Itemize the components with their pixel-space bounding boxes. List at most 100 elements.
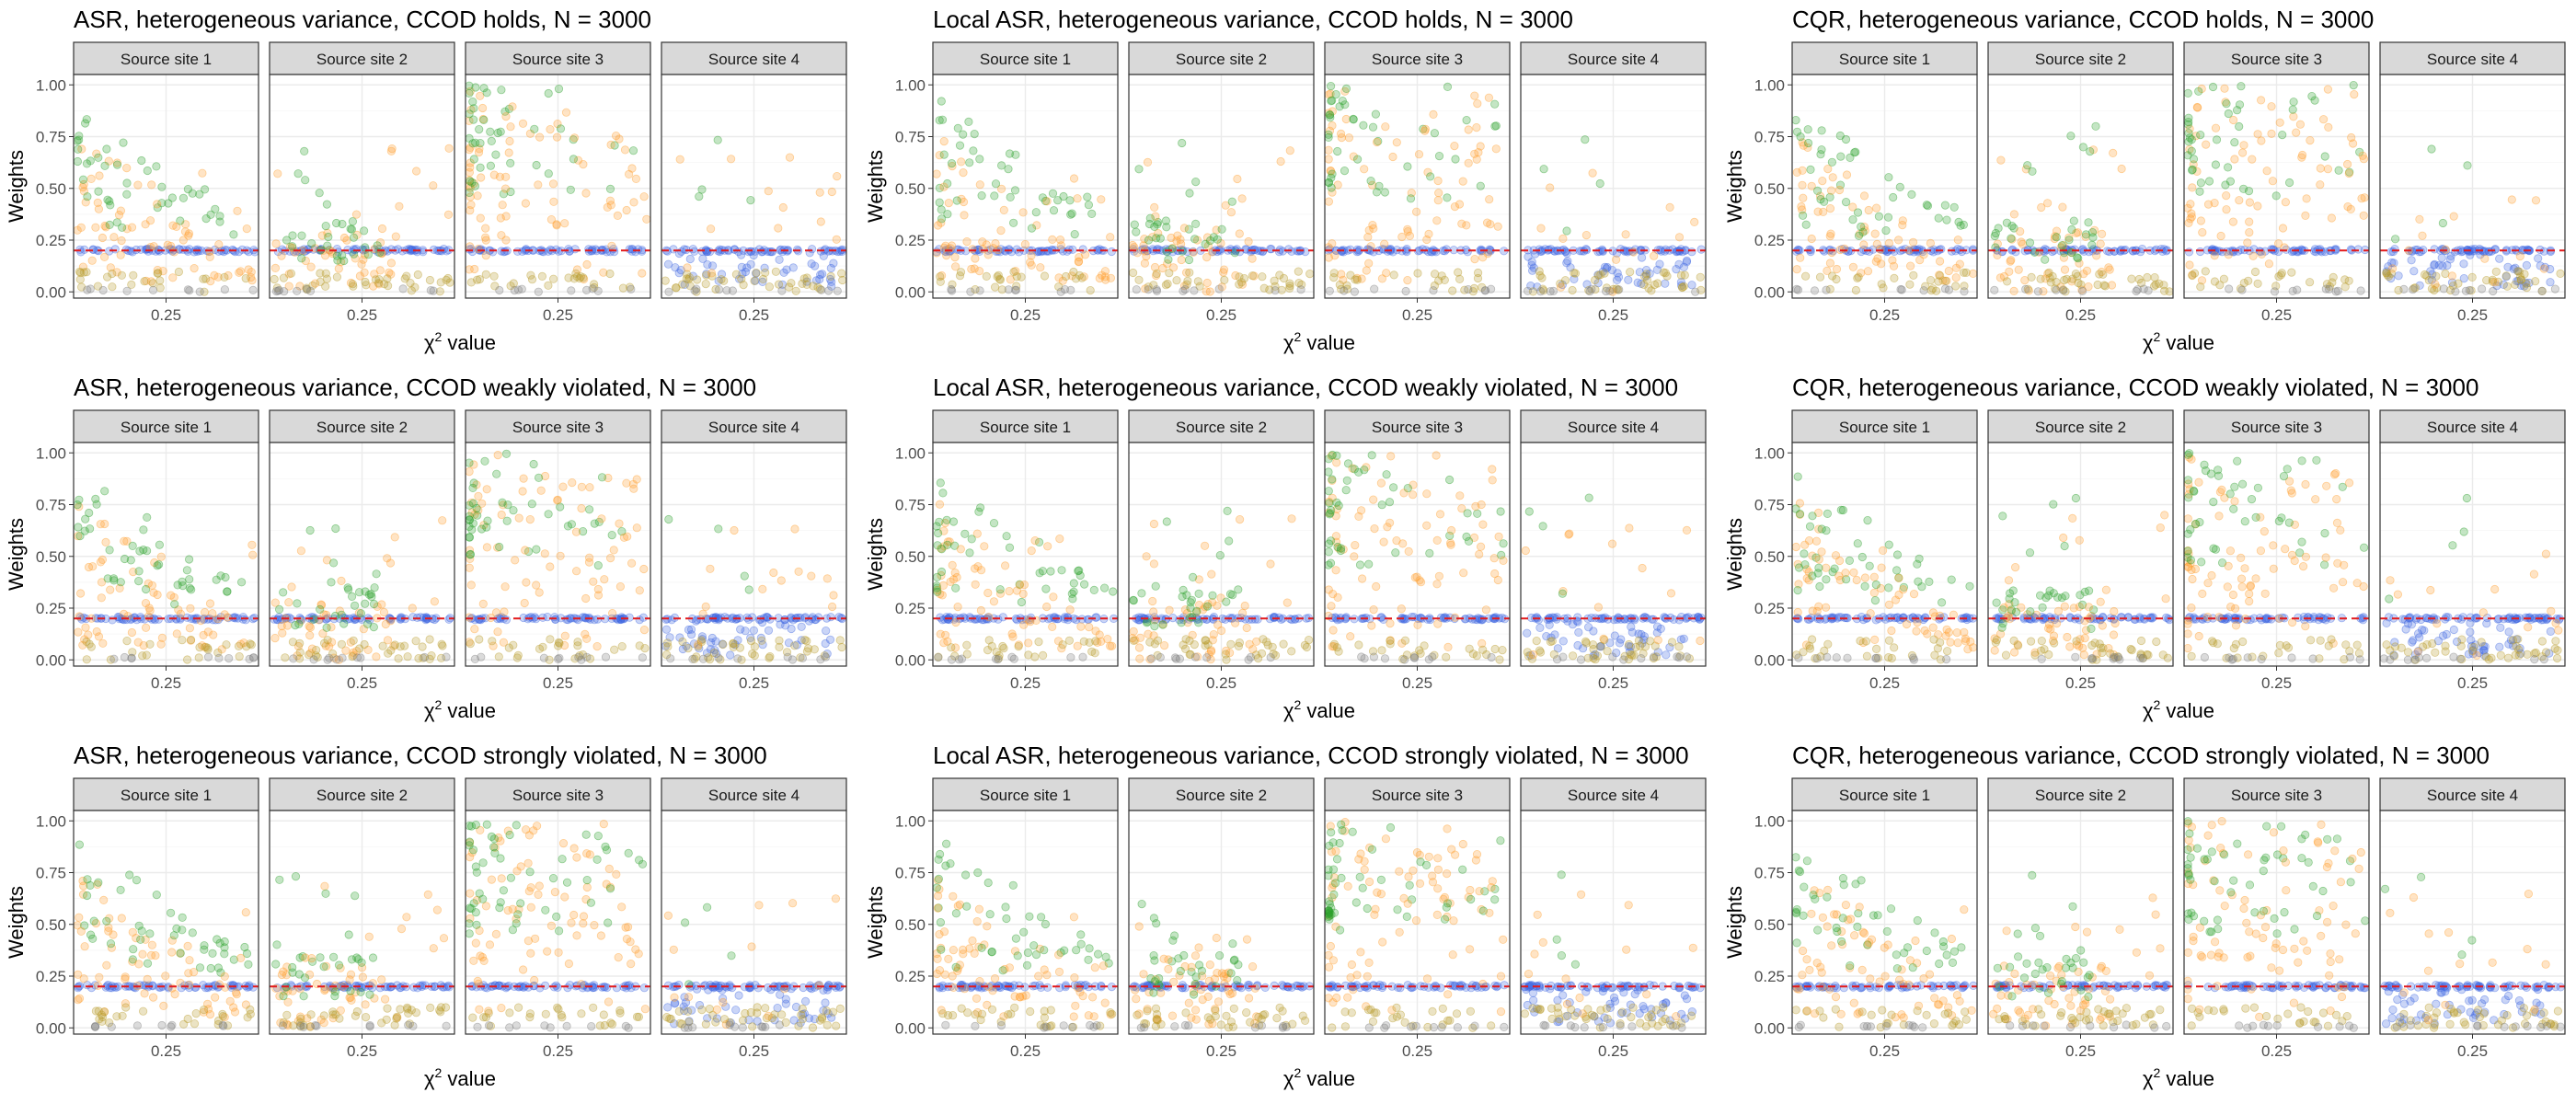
data-point [1909,653,1918,662]
data-point [195,190,204,199]
x-axis-label: χ2 value [1283,697,1355,722]
facet-4: Source site 40.25 [661,409,847,692]
data-point [1562,226,1571,236]
data-point [741,267,751,277]
data-point [1327,602,1336,611]
chart-title: CQR, heterogeneous variance, CCOD weakly… [1792,374,2478,401]
data-point [1925,577,1934,586]
data-point [1426,172,1435,181]
data-point [183,185,192,194]
data-point [1608,652,1617,661]
data-point [2491,267,2501,276]
x-tick-label: 0.25 [347,674,377,692]
data-point [2214,613,2224,622]
data-point [1898,221,1907,230]
data-point [629,198,638,207]
data-point [293,169,303,178]
data-point [178,636,187,645]
data-point [640,643,650,653]
data-point [1148,596,1157,606]
data-point [1808,571,1817,581]
data-point [1490,569,1500,579]
data-point [680,280,689,289]
data-point [544,247,553,256]
data-point [543,612,552,622]
data-point [168,273,178,282]
data-point [798,279,807,288]
data-point [752,268,761,278]
data-point [552,221,561,230]
data-point [717,270,727,279]
data-point [164,199,173,208]
data-point [947,655,957,664]
x-tick-label: 0.25 [2065,674,2096,692]
data-point [663,259,673,269]
data-point [134,567,144,576]
data-point [1838,505,1847,515]
data-point [1532,636,1541,646]
data-point [589,280,599,289]
data-point [610,141,619,150]
data-point [501,449,512,458]
data-point [2301,211,2310,220]
data-point [403,652,412,661]
data-point [758,277,767,286]
data-point [2501,271,2511,281]
data-point [2026,637,2036,646]
data-point [193,245,202,254]
data-point [2185,260,2194,270]
data-point [305,630,315,640]
data-point [195,287,204,296]
data-point [1333,146,1342,156]
points-layer [932,97,1116,296]
data-point [711,284,720,294]
data-point [579,160,588,169]
data-point [1682,525,1692,535]
data-point [1836,152,1846,161]
data-point [949,517,959,526]
data-point [939,150,949,159]
data-point [95,171,104,180]
facet-3: Source site 30.25 [465,41,651,324]
data-point [941,241,950,250]
data-point [600,575,609,584]
data-point [374,280,384,289]
data-point [1941,276,1950,285]
data-point [1961,637,1971,646]
data-point [188,189,197,198]
data-point [481,270,490,279]
data-point [984,613,994,622]
data-point [100,252,109,261]
data-point [469,104,478,113]
data-point [92,627,101,637]
data-point [79,179,88,189]
data-point [2069,216,2078,225]
data-point [242,224,251,234]
data-point [348,280,357,289]
data-point [627,284,636,293]
data-point [1076,622,1086,631]
data-point [394,654,403,663]
data-point [561,108,571,117]
data-point [500,582,510,592]
data-point [1244,236,1253,247]
data-point [114,211,124,220]
data-point [832,235,841,244]
data-point [661,625,672,634]
data-point [779,268,788,277]
data-point [297,254,306,263]
data-point [970,264,979,273]
data-point [1276,156,1285,167]
data-point [692,284,701,293]
data-point [305,286,316,295]
data-point [548,274,558,283]
data-point [1595,178,1604,189]
data-point [2344,168,2353,178]
data-point [702,247,711,257]
data-point [746,636,756,646]
x-tick-label: 0.25 [1598,674,1628,692]
data-point [1304,635,1314,645]
x-axis-label: χ2 value [2143,329,2214,354]
data-point [571,269,581,278]
data-point [579,273,588,282]
